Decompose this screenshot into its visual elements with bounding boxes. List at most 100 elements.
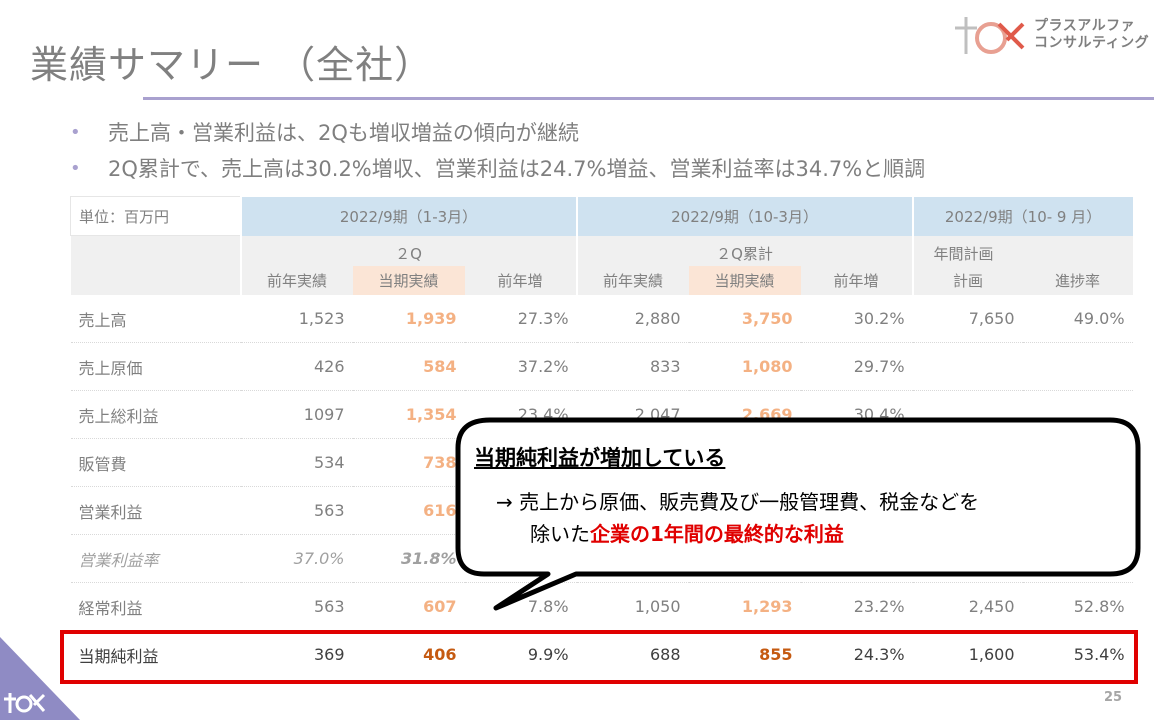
cell: 23.2%: [800, 582, 913, 631]
cell: [912, 438, 1023, 487]
header-spacer: [70, 235, 241, 266]
subgroup-header: 年間計画: [911, 235, 1133, 266]
table-row: 経常利益 563 607 7.8% 1,050 1,293 23.2% 2,45…: [70, 582, 1133, 631]
cell: 2,047: [576, 390, 689, 439]
bullet-item: 売上高・営業利益は、2Qも増収増益の傾向が継続: [70, 115, 925, 151]
cell: 49.0%: [1022, 295, 1133, 343]
cell: 607: [352, 582, 465, 631]
group-header: 2022/9期（10-3月）: [575, 196, 913, 236]
cell: 616: [352, 486, 465, 535]
cell: 563: [240, 486, 353, 535]
cell: 7.8%: [464, 582, 577, 631]
column-header: 前年増: [800, 266, 913, 295]
table-row: 売上高 1,523 1,939 27.3% 2,880 3,750 30.2% …: [70, 295, 1133, 343]
cell: 688: [649, 645, 681, 664]
results-table: 単位：百万円 2022/9期（1-3月） 2022/9期（10-3月） 2022…: [70, 196, 1133, 678]
column-header: 当期実績: [352, 266, 465, 295]
column-header: 当期実績: [688, 266, 801, 295]
subgroup-header: ２Q: [239, 235, 577, 266]
row-label: 営業利益率: [70, 534, 241, 583]
column-header: 計画: [911, 266, 1023, 295]
row-label: 売上総利益: [70, 390, 241, 439]
cell: 1,050: [576, 582, 689, 631]
cell: 1,939: [352, 295, 465, 343]
cell: 53.4%: [1073, 645, 1125, 664]
cell: [912, 342, 1023, 391]
cell: 24.3%: [853, 645, 905, 664]
cell: 9.9%: [527, 645, 569, 664]
cell: 37.2%: [464, 342, 577, 391]
table-row: 売上原価 426 584 37.2% 833 1,080 29.7%: [70, 342, 1133, 391]
cell: [1022, 534, 1133, 583]
callout-line-1: → 売上から原価、販売費及び一般管理費、税金などを: [496, 490, 980, 514]
cell: 855: [759, 645, 793, 664]
company-logo-icon: [955, 17, 1025, 54]
cell: 369: [313, 645, 345, 664]
callout-line-2: 除いた企業の1年間の最終的な利益: [496, 518, 979, 550]
cell: 23.4%: [464, 390, 577, 439]
cell: 738: [352, 438, 465, 487]
callout-line-2-prefix: 除いた: [530, 522, 590, 546]
header-spacer: [70, 266, 241, 295]
table-row-net-income: 当期純利益 369 406 9.9% 688 855 24.3% 1,600 5…: [71, 631, 1133, 679]
table-row: 売上総利益 1097 1,354 23.4% 2,047 2,669 30.4%: [70, 390, 1133, 439]
cell: 29.7%: [800, 342, 913, 391]
row-label: 販管費: [70, 438, 241, 487]
title-underline: [143, 97, 1154, 100]
summary-bullets: 売上高・営業利益は、2Qも増収増益の傾向が継続 2Q累計で、売上高は30.2%増…: [70, 115, 925, 187]
logo-line-2: コンサルティング: [1034, 35, 1150, 51]
cell: 406: [423, 645, 457, 664]
row-label: 経常利益: [70, 582, 241, 631]
cell: 426: [240, 342, 353, 391]
cell: [1022, 438, 1133, 487]
subgroup-header: ２Q累計: [575, 235, 913, 266]
group-header: 2022/9期（1-3月）: [239, 196, 577, 236]
column-header: 前年実績: [239, 266, 353, 295]
logo-line-1: プラスアルファ: [1034, 18, 1136, 34]
bullet-item: 2Q累計で、売上高は30.2%増収、営業利益は24.7%増益、営業利益率は34.…: [70, 151, 925, 187]
net-income-highlight-box: [60, 630, 1138, 684]
row-label: 売上高: [70, 295, 241, 343]
cell: 2,450: [912, 582, 1023, 631]
cell: [1022, 342, 1133, 391]
callout-title: 当期純利益が増加している: [474, 446, 726, 470]
cell: 31.8%: [352, 534, 465, 583]
cell: 30.2%: [800, 295, 913, 343]
cell: 1,080: [688, 342, 801, 391]
cell: 2,669: [688, 390, 801, 439]
cell: 1,293: [688, 582, 801, 631]
page-number: 25: [1104, 690, 1123, 705]
cell: 563: [240, 582, 353, 631]
unit-label: 単位：百万円: [70, 196, 241, 236]
column-header: 進捗率: [1022, 266, 1133, 295]
cell: 52.8%: [1022, 582, 1133, 631]
row-label: 売上原価: [70, 342, 241, 391]
cell: 37.0%: [240, 534, 353, 583]
cell: 3,750: [688, 295, 801, 343]
cell: 534: [240, 438, 353, 487]
cell: 1097: [240, 390, 353, 439]
column-header: 前年増: [464, 266, 577, 295]
row-label: 営業利益: [70, 486, 241, 535]
cell: 27.3%: [464, 295, 577, 343]
cell: [1022, 390, 1133, 439]
column-header: 前年実績: [575, 266, 689, 295]
cell: 833: [576, 342, 689, 391]
cell: 1,354: [352, 390, 465, 439]
logo-text: プラスアルファ コンサルティング: [1034, 18, 1149, 52]
callout-body: → 売上から原価、販売費及び一般管理費、税金などを 除いた企業の1年間の最終的な…: [496, 486, 979, 550]
slide-title: 業績サマリー （全社）: [30, 43, 434, 87]
cell: [912, 390, 1023, 439]
row-label: 当期純利益: [78, 646, 159, 666]
callout-emphasis: 企業の1年間の最終的な利益: [590, 522, 844, 546]
cell: 1,600: [968, 645, 1015, 664]
cell: 7,650: [912, 295, 1023, 343]
cell: 30.4%: [800, 390, 913, 439]
group-header: 2022/9期（10- 9 月）: [911, 196, 1133, 236]
corner-logo-icon: [0, 637, 80, 720]
cell: 584: [352, 342, 465, 391]
cell: 2,880: [576, 295, 689, 343]
cell: %: [1022, 486, 1133, 535]
cell: [800, 438, 913, 487]
cell: 1,523: [240, 295, 353, 343]
